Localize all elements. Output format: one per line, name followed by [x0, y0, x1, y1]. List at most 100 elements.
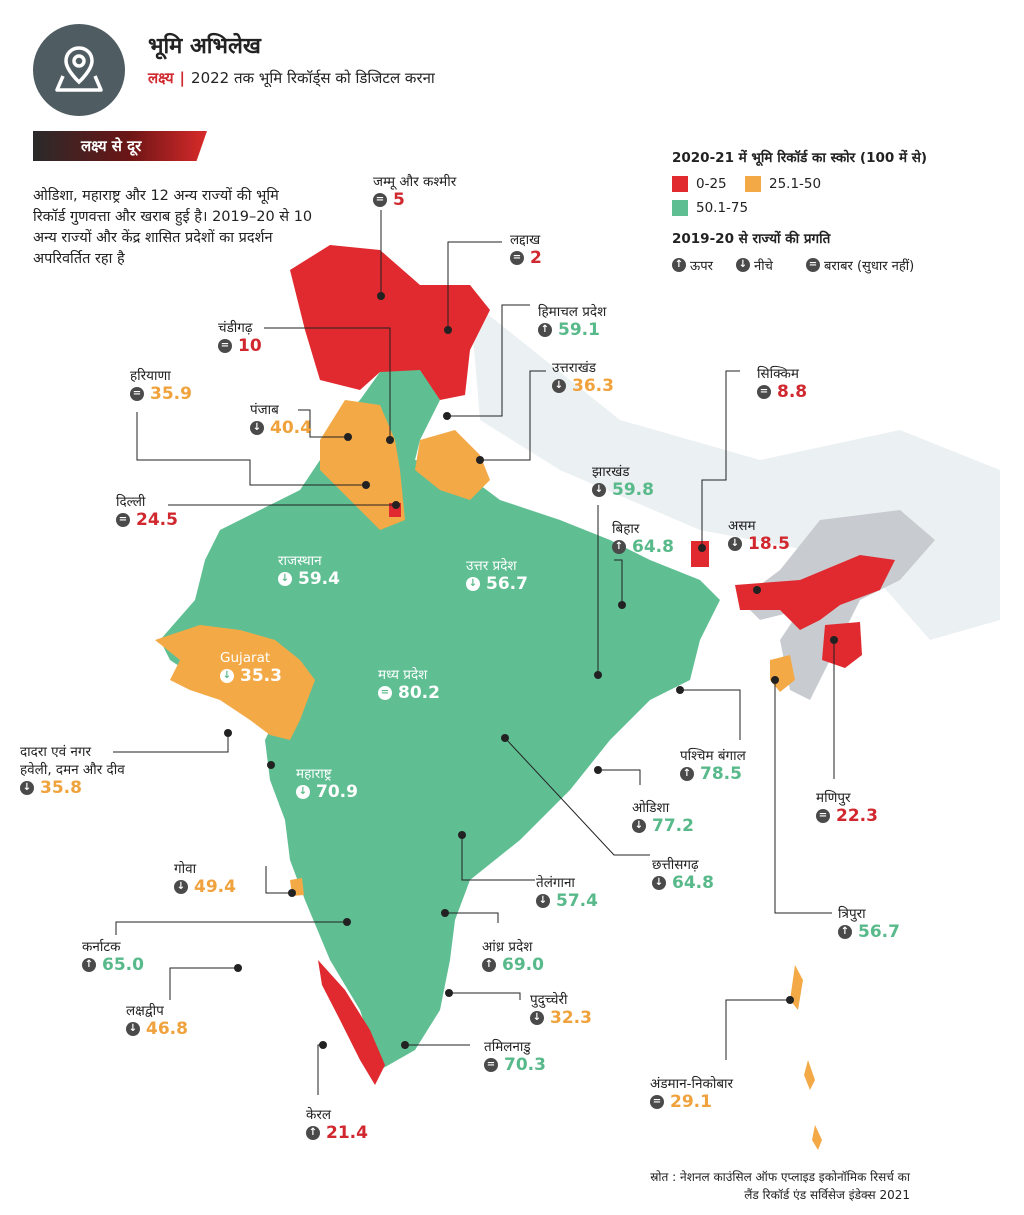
score-value: 32.3	[550, 1008, 592, 1028]
state-name: उत्तर प्रदेश	[466, 558, 517, 574]
equal-icon: =	[378, 686, 392, 700]
map-state-uttarakhand	[415, 430, 490, 500]
state-score: ↓ 32.3	[530, 1008, 592, 1028]
score-value: 2	[530, 248, 542, 268]
state-name: दादरा एवं नगर	[20, 744, 92, 760]
state-name: चंडीगढ़	[218, 320, 253, 336]
state-score: ↓ 40.4	[250, 418, 312, 438]
arrow-up-icon: ↑	[680, 767, 694, 781]
state-label: उत्तर प्रदेश ↓ 56.7	[466, 556, 528, 594]
state-score: ↓ 49.4	[174, 877, 236, 897]
india-mainland	[160, 368, 720, 1070]
state-score: = 10	[218, 336, 262, 356]
equal-icon: =	[218, 339, 232, 353]
arrow-down-icon: ↓	[592, 483, 606, 497]
state-score: = 24.5	[116, 510, 178, 530]
state-name: असम	[728, 518, 756, 534]
goal-line: लक्ष्य | 2022 तक भूमि रिकॉर्ड्स को डिजिटल …	[148, 68, 435, 88]
score-value: 57.4	[556, 891, 598, 911]
state-name: मणिपुर	[816, 790, 851, 806]
arrow-down-icon: ↓	[552, 379, 566, 393]
state-label: पश्चिम बंगाल ↑ 78.5	[680, 746, 746, 784]
score-value: 56.7	[858, 922, 900, 942]
arrow-down-icon: ↓	[736, 258, 750, 272]
state-label: चंडीगढ़ = 10	[218, 318, 262, 356]
goal-label: लक्ष्य	[148, 69, 174, 87]
score-value: 80.2	[398, 683, 440, 703]
state-label: अंडमान-निकोबार = 29.1	[650, 1074, 733, 1112]
score-value: 5	[393, 190, 405, 210]
legend-item-25-50: 25.1-50	[745, 176, 821, 192]
score-value: 70.3	[504, 1055, 546, 1075]
score-value: 24.5	[136, 510, 178, 530]
score-value: 69.0	[502, 955, 544, 975]
state-score: ↓ 56.7	[466, 574, 528, 594]
state-name: त्रिपुरा	[838, 906, 866, 922]
progress-label: बराबर (सुधार नहीं)	[824, 259, 915, 274]
state-label: बिहार ↑ 64.8	[612, 519, 674, 557]
intro-text: ओडिशा, महाराष्ट्र और 12 अन्य राज्यों की …	[33, 188, 313, 267]
score-value: 46.8	[146, 1019, 188, 1039]
state-score: = 80.2	[378, 683, 440, 703]
state-name: छत्तीसगढ़	[652, 857, 699, 873]
state-name: पुदुच्चेरी	[530, 992, 568, 1008]
page-title: भूमि अभिलेख	[148, 34, 261, 59]
state-label: कर्नाटक ↑ 65.0	[82, 937, 144, 975]
legend-label: 50.1-75	[696, 200, 749, 216]
equal-icon: =	[757, 385, 771, 399]
arrow-up-icon: ↑	[612, 540, 626, 554]
arrow-down-icon: ↓	[728, 537, 742, 551]
state-label: तेलंगाना ↓ 57.4	[536, 873, 598, 911]
state-score: = 2	[510, 248, 542, 268]
legend-title: 2020-21 में भूमि रिकॉर्ड का स्कोर (100 म…	[672, 150, 928, 166]
state-name: सिक्किम	[757, 366, 799, 382]
state-label: राजस्थान ↓ 59.4	[278, 551, 340, 589]
state-name: जम्मू और कश्मीर	[373, 174, 457, 190]
state-score: ↑ 65.0	[82, 955, 144, 975]
state-label: दिल्ली = 24.5	[116, 492, 178, 530]
location-pin-badge	[33, 24, 125, 116]
state-name: तमिलनाडु	[484, 1039, 531, 1055]
map-state-punjab-haryana	[320, 400, 405, 530]
state-name: उत्तराखंड	[552, 360, 597, 376]
score-value: 59.1	[558, 320, 600, 340]
state-label: उत्तराखंड ↓ 36.3	[552, 358, 614, 396]
equal-icon: =	[130, 387, 144, 401]
state-name: दिल्ली	[116, 494, 146, 510]
score-value: 10	[238, 336, 262, 356]
state-score: ↓ 57.4	[536, 891, 598, 911]
state-label: तमिलनाडु = 70.3	[484, 1037, 546, 1075]
state-label: त्रिपुरा ↑ 56.7	[838, 904, 900, 942]
state-name: हिमाचल प्रदेश	[538, 304, 607, 320]
score-value: 22.3	[836, 806, 878, 826]
equal-icon: =	[806, 258, 820, 272]
equal-icon: =	[373, 193, 387, 207]
map-state-kerala	[318, 960, 385, 1085]
state-score: ↓ 59.8	[592, 480, 654, 500]
arrow-up-icon: ↑	[82, 958, 96, 972]
state-score: = 70.3	[484, 1055, 546, 1075]
map-state-assam	[735, 555, 895, 630]
state-label: पंजाब ↓ 40.4	[250, 400, 312, 438]
state-name: हरियाणा	[130, 368, 171, 384]
score-value: 65.0	[102, 955, 144, 975]
arrow-down-icon: ↓	[296, 785, 310, 799]
arrow-up-icon: ↑	[672, 258, 686, 272]
state-name: ओडिशा	[632, 800, 670, 816]
map-state-gujarat	[155, 625, 315, 740]
score-value: 18.5	[748, 534, 790, 554]
legend-swatch-green	[672, 200, 688, 216]
state-name: अंडमान-निकोबार	[650, 1076, 734, 1092]
source-line-1: स्रोत : नेशनल काउंसिल ऑफ एप्लाइड इकोनॉमि…	[650, 1170, 910, 1184]
score-value: 21.4	[326, 1123, 368, 1143]
state-name: आंध्र प्रदेश	[482, 939, 533, 955]
score-value: 49.4	[194, 877, 236, 897]
progress-legend-title: 2019-20 से राज्यों की प्रगति	[672, 231, 831, 247]
progress-label: ऊपर	[690, 259, 713, 274]
state-score: ↓ 70.9	[296, 782, 358, 802]
state-name: पश्चिम बंगाल	[680, 748, 746, 764]
score-value: 70.9	[316, 782, 358, 802]
legend-swatch-orange	[745, 176, 761, 192]
state-score: ↓ 59.4	[278, 569, 340, 589]
state-score: ↓ 64.8	[652, 873, 714, 893]
